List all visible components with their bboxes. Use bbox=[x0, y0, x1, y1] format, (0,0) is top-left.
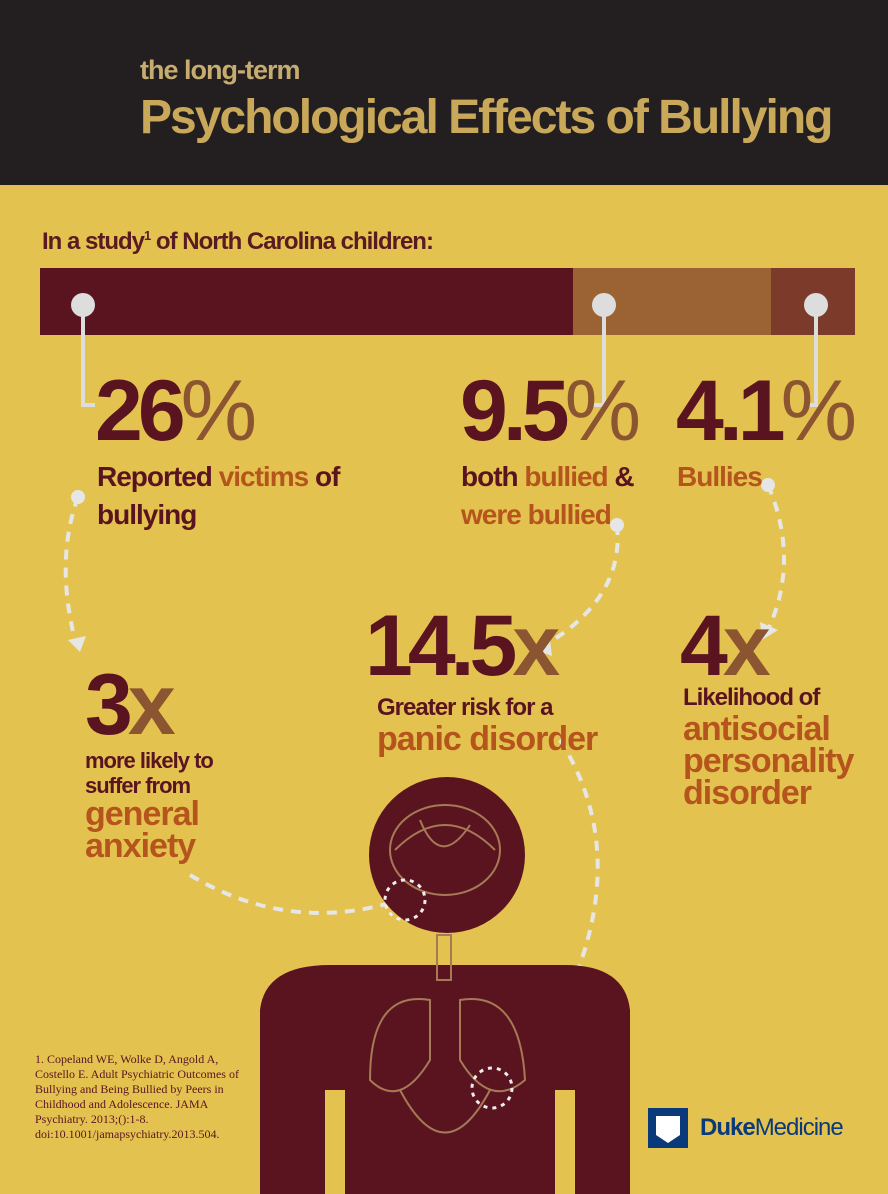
text: suffer from bbox=[85, 773, 191, 798]
text: both bbox=[461, 461, 525, 492]
stat-number: 26 bbox=[95, 363, 186, 459]
highlight: were bullied bbox=[461, 499, 612, 530]
highlight: general bbox=[85, 795, 200, 833]
text: & bbox=[607, 461, 634, 492]
stat: 4.1% bbox=[676, 368, 857, 454]
stat-number: 9.5 bbox=[460, 363, 570, 459]
outcome-unit: x bbox=[722, 598, 771, 694]
highlight: Bullies bbox=[677, 461, 763, 492]
outcome: 4x bbox=[680, 603, 771, 689]
logo-light: Medicine bbox=[754, 1114, 844, 1141]
outcome: 14.5x bbox=[365, 603, 560, 689]
outcome-desc: Greater risk for a bbox=[377, 694, 553, 721]
outcome-highlight: panic disorder bbox=[377, 720, 598, 758]
highlight: antisocial bbox=[683, 710, 831, 748]
highlight: victims bbox=[218, 461, 309, 492]
outcome-highlight: general anxiety bbox=[85, 795, 200, 865]
highlight: disorder bbox=[683, 774, 812, 812]
title: Psychological Effects of Bullying bbox=[140, 91, 833, 144]
outcome: 3x bbox=[85, 662, 176, 748]
highlight: anxiety bbox=[85, 827, 196, 865]
stat-unit: % bbox=[180, 363, 258, 459]
stat-desc: Bullies bbox=[677, 458, 763, 496]
outcome-unit: x bbox=[512, 598, 560, 694]
highlight: bullied bbox=[524, 461, 608, 492]
outcome-number: 3 bbox=[85, 657, 133, 753]
stat-desc: both bullied & were bullied bbox=[461, 458, 635, 534]
stat: 9.5% bbox=[460, 368, 641, 454]
stat: 26% bbox=[95, 368, 257, 454]
outcome-desc: Likelihood of bbox=[683, 684, 820, 711]
outcome-number: 14.5 bbox=[365, 598, 517, 694]
highlight: panic disorder bbox=[377, 720, 598, 758]
intro: In a study1 of North Carolina children: bbox=[42, 228, 434, 256]
note-ref: 1 bbox=[144, 228, 151, 243]
logo-bold: Duke bbox=[700, 1114, 756, 1141]
intro-text: In a study bbox=[42, 228, 145, 255]
stat-unit: % bbox=[564, 363, 642, 459]
text: more likely to bbox=[85, 748, 214, 773]
text: Likelihood of bbox=[683, 684, 820, 711]
stat-unit: % bbox=[780, 363, 858, 459]
outcome-highlight: antisocial personality disorder bbox=[683, 710, 854, 812]
logo: DukeMedicine bbox=[700, 1114, 844, 1142]
outcome-desc: more likely to suffer from bbox=[85, 748, 214, 798]
subtitle: the long-term bbox=[140, 55, 300, 85]
text: Greater risk for a bbox=[377, 694, 553, 721]
intro-text: of North Carolina children: bbox=[150, 228, 434, 255]
highlight: personality bbox=[683, 742, 854, 780]
stat-number: 4.1 bbox=[676, 363, 786, 459]
text: of bbox=[308, 461, 340, 492]
stat-desc: Reported victims of bullying bbox=[97, 458, 340, 534]
footnote: 1. Copeland WE, Wolke D, Angold A, Coste… bbox=[35, 1052, 239, 1141]
text: Reported bbox=[97, 461, 219, 492]
text: bullying bbox=[97, 499, 197, 530]
header-band bbox=[0, 0, 888, 185]
outcome-number: 4 bbox=[680, 598, 728, 694]
outcome-unit: x bbox=[127, 657, 176, 753]
